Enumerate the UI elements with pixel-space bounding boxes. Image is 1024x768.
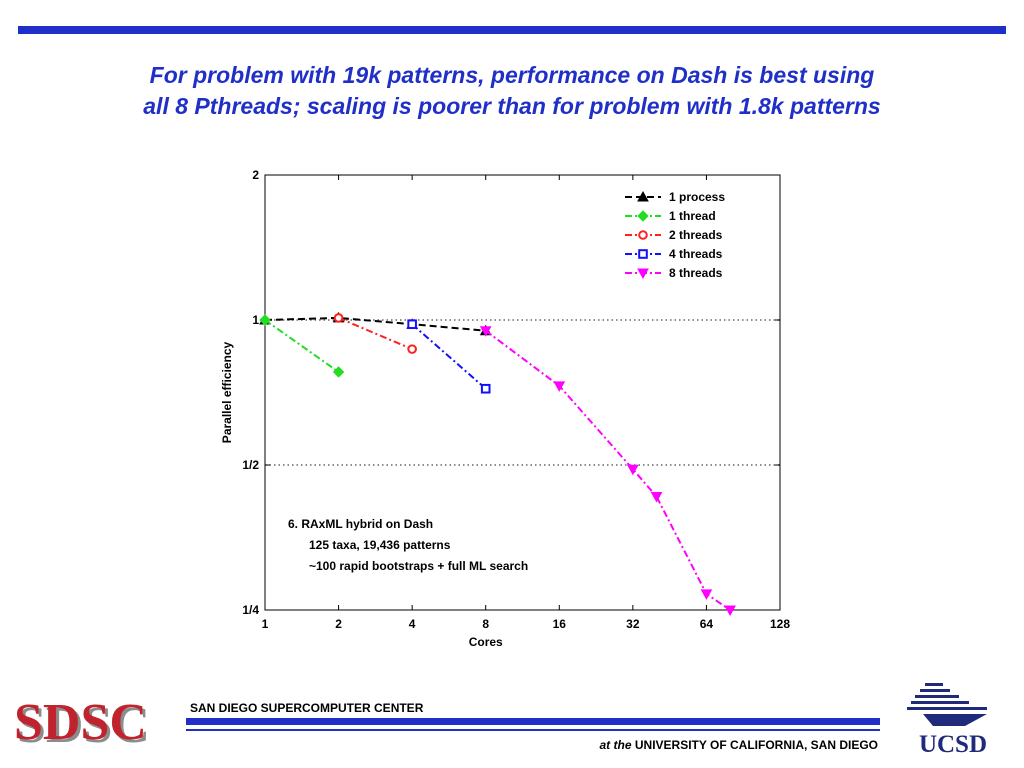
- series-line: [264, 316, 486, 332]
- y-tick-label: 1: [252, 313, 259, 327]
- series-line: [411, 323, 487, 390]
- data-point: [333, 313, 344, 323]
- legend-marker: [637, 268, 649, 280]
- data-point: [627, 464, 639, 476]
- x-tick-label: 2: [335, 617, 342, 631]
- x-axis-label: Cores: [469, 635, 503, 649]
- annotation-line: 125 taxa, 19,436 patterns: [309, 538, 451, 552]
- legend-label: 4 threads: [669, 247, 723, 261]
- university-line: at the UNIVERSITY OF CALIFORNIA, SAN DIE…: [600, 738, 879, 752]
- legend-label: 1 process: [669, 190, 725, 204]
- x-tick-label: 4: [409, 617, 416, 631]
- legend-label: 1 thread: [669, 209, 716, 223]
- ucsd-logo-text: UCSD: [919, 731, 987, 758]
- series-2-threads: [333, 313, 417, 354]
- data-point: [724, 605, 736, 617]
- data-point: [650, 492, 663, 503]
- efficiency-chart: 1 2 4 8 16 32 64 128 1/4 1/2 1 2 Cores Parallel effic…: [220, 168, 790, 649]
- x-tick-label: 8: [482, 617, 489, 631]
- x-tick-label: 64: [700, 617, 714, 631]
- data-point: [700, 589, 713, 600]
- x-tick-label: 16: [553, 617, 567, 631]
- series-line: [485, 329, 731, 611]
- legend: 1 process 1 thread 2 threads 4 threads 8 thr…: [625, 190, 725, 280]
- y-tick-label: 2: [252, 168, 259, 182]
- legend-marker: [637, 210, 649, 222]
- annotation-line: ~100 rapid bootstraps + full ML search: [309, 559, 528, 573]
- annotation-line: 6. RAxML hybrid on Dash: [288, 517, 433, 531]
- series-4-threads: [407, 319, 491, 394]
- y-axis-label: Parallel efficiency: [220, 341, 234, 443]
- footer-rule-thin: [186, 729, 880, 731]
- sdsc-logo: SDSC: [14, 694, 147, 751]
- legend-label: 2 threads: [669, 228, 723, 242]
- data-point: [479, 326, 492, 337]
- center-name: SAN DIEGO SUPERCOMPUTER CENTER: [190, 701, 424, 715]
- university-name: UNIVERSITY OF CALIFORNIA, SAN DIEGO: [634, 738, 878, 752]
- ucsd-logo-emblem: [907, 683, 987, 726]
- x-tick-label: 128: [770, 617, 790, 631]
- data-point: [332, 366, 345, 378]
- x-tick-label: 1: [262, 617, 269, 631]
- data-point: [553, 381, 566, 392]
- top-accent-bar: [18, 26, 1006, 34]
- y-tick-label: 1/4: [242, 603, 259, 617]
- series-line: [264, 319, 340, 373]
- slide-title: For problem with 19k patterns, performan…: [20, 60, 1004, 122]
- plot-area: [264, 174, 781, 611]
- series-line: [338, 316, 413, 351]
- legend-label: 8 threads: [669, 266, 723, 280]
- series-1-thread: [259, 314, 345, 378]
- legend-marker: [638, 249, 648, 259]
- data-point: [480, 383, 491, 394]
- data-point: [407, 344, 417, 354]
- ucsd-logo: UCSD: [907, 683, 987, 758]
- annotation: 6. RAxML hybrid on Dash 125 taxa, 19,436 …: [288, 517, 528, 573]
- series-8-threads: [479, 326, 736, 617]
- y-tick-label: 1/2: [242, 458, 259, 472]
- data-point: [259, 314, 271, 326]
- footer-rule: [186, 718, 880, 725]
- legend-marker: [638, 230, 648, 240]
- legend-marker: [637, 190, 649, 202]
- data-point: [407, 319, 417, 330]
- slide-title-line2: all 8 Pthreads; scaling is poorer than f…: [143, 93, 881, 119]
- at-the-label: at the: [599, 738, 632, 752]
- slide-title-line1: For problem with 19k patterns, performan…: [149, 62, 875, 88]
- x-tick-label: 32: [626, 617, 640, 631]
